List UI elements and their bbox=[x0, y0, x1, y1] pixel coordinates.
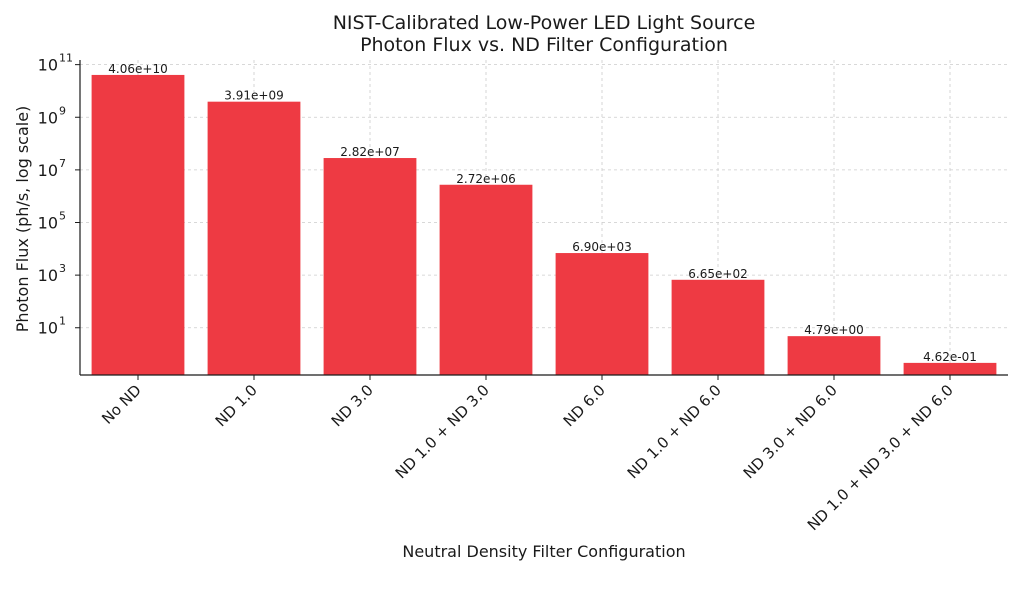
y-tick-exponent: 9 bbox=[59, 104, 66, 117]
y-tick-label: 10 bbox=[38, 266, 58, 285]
bar-data-label: 6.65e+02 bbox=[688, 267, 747, 281]
y-tick-label: 10 bbox=[38, 56, 58, 75]
y-tick-exponent: 7 bbox=[59, 157, 66, 170]
bars-layer: 4.06e+10 3.91e+09 2.82e+07 2.72e+06 6.90e+03… bbox=[91, 62, 997, 375]
chart-title-line-1: NIST-Calibrated Low-Power LED Light Sour… bbox=[333, 12, 756, 34]
chart-title-line-2: Photon Flux vs. ND Filter Configuration bbox=[360, 34, 728, 56]
bar-data-label: 3.91e+09 bbox=[224, 89, 283, 103]
y-axis-label: Photon Flux (ph/s, log scale) bbox=[13, 106, 32, 333]
y-tick-label: 10 bbox=[38, 108, 58, 127]
x-tick-label: ND 1.0 + ND 3.0 bbox=[392, 381, 493, 482]
bar bbox=[671, 279, 765, 375]
bar bbox=[555, 253, 649, 375]
y-tick-label: 10 bbox=[38, 319, 58, 338]
x-tick-label: ND 1.0 + ND 6.0 bbox=[624, 381, 725, 482]
bar-data-label: 4.06e+10 bbox=[108, 62, 167, 76]
bar-data-label: 6.90e+03 bbox=[572, 240, 631, 254]
y-tick-exponent: 11 bbox=[59, 52, 73, 65]
bar-data-label: 2.82e+07 bbox=[340, 145, 399, 159]
y-tick-label: 10 bbox=[38, 214, 58, 233]
bar bbox=[439, 184, 533, 375]
x-tick-label: ND 1.0 bbox=[212, 381, 261, 430]
bar-data-label: 2.72e+06 bbox=[456, 172, 515, 186]
y-tick-exponent: 1 bbox=[59, 315, 66, 328]
bar bbox=[207, 101, 301, 375]
x-tick-label: ND 3.0 bbox=[328, 381, 377, 430]
y-tick-exponent: 5 bbox=[59, 210, 66, 223]
x-axis-label: Neutral Density Filter Configuration bbox=[402, 542, 685, 561]
bar bbox=[91, 74, 185, 375]
bar bbox=[323, 158, 417, 375]
bar bbox=[787, 336, 881, 375]
bar-data-label: 4.62e-01 bbox=[923, 350, 977, 364]
y-tick-label: 10 bbox=[38, 161, 58, 180]
x-tick-label: ND 6.0 bbox=[560, 381, 609, 430]
x-tick-label: No ND bbox=[98, 381, 145, 428]
x-tick-label: ND 3.0 + ND 6.0 bbox=[740, 381, 841, 482]
bar-data-label: 4.79e+00 bbox=[804, 323, 863, 337]
y-tick-exponent: 3 bbox=[59, 262, 66, 275]
bar bbox=[903, 362, 997, 375]
